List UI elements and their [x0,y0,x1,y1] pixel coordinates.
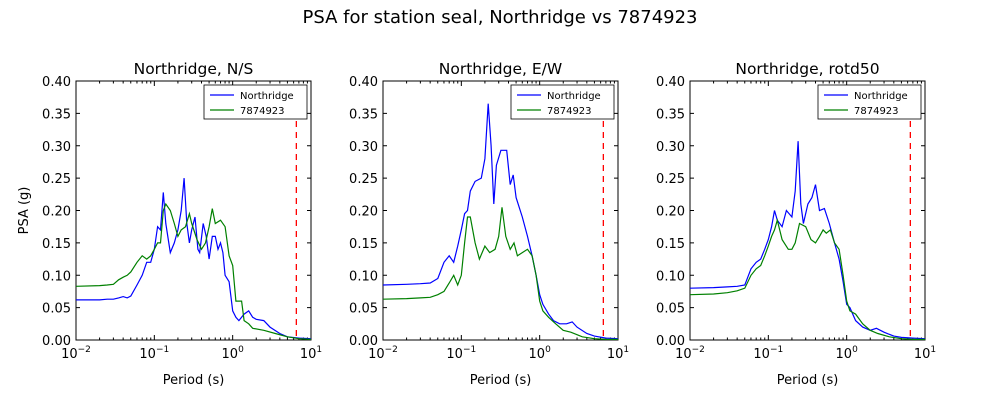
y-tick-label: 0.15 [656,237,685,252]
y-tick-label: 0.30 [656,140,685,155]
legend-box [203,84,308,120]
y-tick-label: 0.20 [42,205,71,220]
y-axis-label: PSA (g) [17,187,32,235]
x-tick-label: 101 [300,345,322,362]
y-tick-label: 0.05 [656,302,685,317]
legend-box [510,84,615,120]
x-tick-label: 100 [836,345,859,362]
panel-title: Northridge, E/W [439,60,562,78]
y-tick-label: 0.10 [349,269,378,284]
figure-suptitle: PSA for station seal, Northridge vs 7874… [302,7,697,28]
y-tick-label: 0.30 [42,140,71,155]
y-tick-label: 0.10 [656,269,685,284]
legend-label: 7874923 [547,106,592,117]
y-tick-label: 0.25 [349,172,378,187]
series-line-1 [383,103,618,340]
y-tick-label: 0.40 [349,75,378,90]
y-tick-label: 0.20 [349,205,378,220]
x-axis-label: Period (s) [777,373,839,388]
x-tick-label: 101 [607,345,629,362]
y-tick-label: 0.25 [656,172,685,187]
y-tick-label: 0.20 [656,205,685,220]
panel-3: 0.00 0.05 0.10 0.15 0.20 0.25 0.30 0.35 0.40 10−2… [656,60,936,388]
y-tick-label: 0.35 [42,107,71,122]
panel-2: 0.00 0.05 0.10 0.15 0.20 0.25 0.30 0.35 0.40 10−2… [349,60,629,388]
x-tick-label: 101 [914,345,936,362]
x-axis-label: Period (s) [470,373,532,388]
panel-title: Northridge, N/S [134,60,254,78]
legend-label: Northridge [240,91,294,102]
y-tick-label: 0.25 [42,172,71,187]
x-tick-label: 10−1 [139,345,169,362]
legend-label: Northridge [854,91,908,102]
series-line-2 [690,217,925,340]
y-tick-label: 0.00 [656,334,685,349]
y-tick-label: 0.15 [349,237,378,252]
y-tick-label: 0.40 [42,75,71,90]
y-tick-label: 0.10 [42,269,71,284]
panel-title: Northridge, rotd50 [735,60,879,78]
legend-label: 7874923 [854,106,899,117]
series-line-1 [690,141,925,340]
y-tick-label: 0.15 [42,237,71,252]
y-tick-label: 0.05 [349,302,378,317]
legend-box [817,84,922,120]
y-tick-label: 0.00 [349,334,378,349]
x-tick-label: 100 [529,345,552,362]
x-tick-label: 10−2 [61,345,91,362]
y-tick-label: 0.00 [42,334,71,349]
series-line-2 [76,202,311,340]
y-tick-label: 0.35 [349,107,378,122]
legend-label: 7874923 [240,106,285,117]
series-line-1 [76,178,311,340]
x-tick-label: 10−1 [446,345,476,362]
y-tick-label: 0.35 [656,107,685,122]
y-tick-label: 0.40 [656,75,685,90]
panels: 0.00 0.05 0.10 0.15 0.20 0.25 0.30 0.35 0.40 10−2… [17,60,936,388]
y-tick-label: 0.30 [349,140,378,155]
x-axis-label: Period (s) [163,373,225,388]
legend-label: Northridge [547,91,601,102]
x-tick-label: 10−1 [753,345,783,362]
y-tick-label: 0.05 [42,302,71,317]
series-line-2 [383,207,618,340]
panel-1: 0.00 0.05 0.10 0.15 0.20 0.25 0.30 0.35 0.40 10−2… [17,60,322,388]
x-tick-label: 10−2 [675,345,705,362]
x-tick-label: 100 [222,345,245,362]
x-tick-label: 10−2 [368,345,398,362]
